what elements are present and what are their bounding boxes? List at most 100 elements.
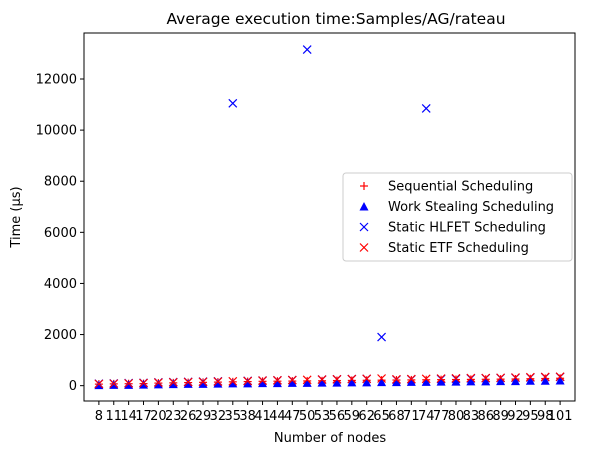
y-tick-label: 6000 [44,226,77,241]
y-axis: 0 2000 4000 6000 8000 10000 12000 [36,73,84,394]
data-point [451,373,461,383]
data-point [168,377,178,387]
data-point [540,372,550,382]
data-point [406,377,416,386]
x-tick-label: 32 [210,409,227,424]
data-point [377,377,387,387]
data-point [272,375,282,385]
data-point [466,373,476,383]
x-axis: 8 111417202326293235384144475053565962656… [95,401,573,424]
plot-layer [94,45,565,390]
data-point [362,374,372,384]
x-tick-label: 23 [165,409,182,424]
data-point [302,378,312,387]
y-tick-label: 10000 [36,124,77,139]
x-tick-label: 101 [548,409,573,424]
legend-marker [359,243,369,252]
data-point [481,376,491,386]
data-point [525,376,535,385]
x-tick-label: 98 [537,409,554,424]
x-tick-label: 26 [180,409,197,424]
x-tick-label: 95 [522,409,539,424]
x-tick-label: 20 [150,409,167,424]
legend-item: Sequential Scheduling [360,180,533,195]
legend-item: Static HLFET Scheduling [359,221,546,236]
x-tick-label: 83 [463,409,480,424]
x-tick-label: 89 [492,409,509,424]
legend-label: Static ETF Scheduling [388,241,529,256]
data-point [332,378,342,387]
legend-marker [360,182,368,190]
legend-item: Static ETF Scheduling [359,241,529,256]
y-tick-label: 0 [69,379,77,394]
data-point [436,377,446,386]
data-point [139,378,148,388]
data-point [228,98,238,108]
x-tick-label: 29 [195,409,212,424]
x-tick-label: 92 [507,409,524,424]
data-point [258,378,268,388]
data-point [213,379,223,388]
data-point [406,374,416,384]
y-tick-label: 2000 [44,328,77,343]
legend-label: Sequential Scheduling [388,180,533,195]
data-point [377,332,387,342]
x-tick-label: 68 [388,409,405,424]
x-tick-label: 50 [299,409,316,424]
x-tick-label: 44 [269,409,286,424]
data-point [377,374,387,383]
data-point [317,375,327,384]
legend-box [342,172,573,262]
data-point [243,376,253,386]
data-point [332,374,342,384]
data-point [481,373,491,383]
data-point [94,380,104,390]
data-point [362,377,372,387]
data-point [421,374,431,384]
x-tick-label: 38 [239,409,256,424]
data-point [525,372,535,382]
x-tick-label: 8 [95,409,103,424]
x-tick-label: 59 [344,409,361,424]
data-point [347,377,357,387]
chart-title: Average execution time:Samples/AG/rateau [166,10,505,28]
data-point [228,376,238,386]
series-3 [94,372,565,389]
x-tick-label: 11 [105,409,122,424]
data-point [466,376,476,386]
data-point [109,380,119,389]
data-point [555,376,565,385]
data-point [258,376,267,385]
x-tick-label: 77 [433,409,450,424]
x-tick-label: 71 [403,409,420,424]
x-tick-label: 74 [418,409,435,424]
data-point [555,372,565,382]
legend-marker [359,222,369,232]
data-point [540,376,550,385]
data-point [94,379,104,389]
data-point [510,376,520,386]
data-point [496,376,506,386]
data-point [139,380,149,389]
data-point [124,380,134,389]
x-tick-label: 35 [225,409,242,424]
data-point [391,377,401,387]
data-point [153,379,163,389]
legend-item: Work Stealing Scheduling [359,200,554,215]
x-tick-label: 41 [254,409,271,424]
y-tick-label: 12000 [36,73,77,88]
x-tick-label: 65 [373,409,390,424]
data-point [198,377,208,387]
y-axis-label: Time (µs) [9,186,24,248]
y-tick-label: 4000 [44,277,77,292]
data-point [451,377,461,386]
series-1 [94,376,565,390]
data-point [317,378,327,387]
data-point [347,374,357,384]
data-point [421,377,431,386]
x-tick-label: 14 [120,409,137,424]
data-point [272,378,282,388]
data-point [183,377,193,387]
data-point [198,379,208,388]
